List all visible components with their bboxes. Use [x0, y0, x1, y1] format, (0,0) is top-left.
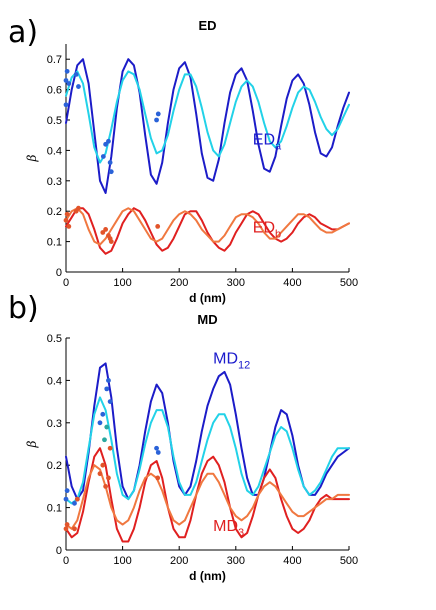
- data-point: [73, 72, 79, 77]
- data-point: [97, 471, 103, 477]
- y-tick-label: 0.7: [47, 54, 62, 66]
- data-point: [107, 160, 113, 165]
- series-annotation: EDb: [253, 219, 281, 240]
- data-point: [66, 81, 72, 86]
- x-tick-label: 100: [113, 277, 131, 289]
- data-point: [102, 437, 107, 443]
- y-tick-label: 0.3: [47, 176, 62, 188]
- x-tick-label: 500: [340, 277, 358, 289]
- data-point: [64, 68, 70, 74]
- annotation-main: ED: [253, 131, 275, 148]
- data-point: [97, 420, 103, 426]
- data-point: [104, 386, 110, 392]
- data-point: [66, 224, 72, 229]
- data-point: [103, 484, 109, 489]
- data-point: [104, 424, 110, 430]
- data-point: [74, 496, 80, 502]
- annotation-subscript: a: [275, 140, 282, 152]
- data-point: [63, 78, 69, 83]
- data-point: [106, 378, 111, 383]
- y-tick-label: 0.4: [47, 375, 62, 387]
- series-line-3: [65, 207, 350, 246]
- data-point: [155, 224, 161, 229]
- y-tick-label: 0: [56, 267, 62, 279]
- x-tick-label: 100: [113, 555, 131, 567]
- y-axis-label: β: [25, 154, 39, 162]
- x-tick-label: 0: [63, 555, 69, 567]
- x-tick-label: 0: [63, 277, 69, 289]
- series-annotation: EDa: [253, 131, 282, 152]
- series-line-1: [65, 396, 350, 505]
- series-annotation: MD12: [213, 350, 250, 371]
- x-tick-label: 400: [283, 277, 301, 289]
- data-point: [100, 462, 106, 468]
- data-point: [154, 117, 159, 123]
- x-tick-label: 500: [340, 555, 358, 567]
- data-point: [154, 445, 159, 451]
- x-axis-label: d (nm): [189, 569, 226, 583]
- data-point: [72, 500, 77, 506]
- data-point: [100, 154, 106, 159]
- data-point: [103, 141, 109, 147]
- chart-title: ED: [198, 18, 216, 33]
- series-line-0: [65, 58, 350, 194]
- data-point: [64, 488, 70, 494]
- panel-letter-a: a): [8, 15, 38, 50]
- x-tick-label: 400: [283, 555, 301, 567]
- y-tick-label: 0.5: [47, 115, 62, 127]
- chart-panel-ed: ED 0 100 200 300 400 500 0 0.1 0.2 0.3 0.4 0.5 0.6 0.7…: [25, 18, 358, 305]
- annotation-subscript: 3: [238, 527, 244, 539]
- y-tick-label: 0.2: [47, 206, 62, 218]
- data-point: [106, 475, 111, 481]
- y-tick-label: 0.5: [47, 333, 62, 345]
- data-point: [155, 450, 161, 455]
- data-point: [63, 102, 69, 108]
- data-point: [72, 526, 77, 532]
- series-line-2: [65, 447, 350, 543]
- annotation-main: ED: [253, 219, 275, 236]
- x-axis-label: d (nm): [189, 291, 226, 305]
- series-line-2: [65, 207, 350, 255]
- data-point: [64, 522, 70, 527]
- y-tick-label: 0.4: [47, 145, 62, 157]
- annotation-main: MD: [213, 518, 238, 535]
- y-tick-label: 0.6: [47, 85, 62, 97]
- annotation-subscript: 12: [238, 359, 250, 371]
- data-point: [63, 217, 69, 223]
- y-tick-label: 0.1: [47, 503, 62, 515]
- data-point: [100, 411, 106, 417]
- y-tick-label: 0: [56, 545, 62, 557]
- x-tick-label: 200: [170, 277, 188, 289]
- data-point: [155, 475, 161, 481]
- series-annotation: MD3: [213, 518, 244, 539]
- annotation-main: MD: [213, 350, 238, 367]
- chart-panel-md: MD 0 100 200 300 400 500 0 0.1 0.2 0.3 0.4 0.5 d (nm)…: [25, 312, 358, 583]
- data-point: [108, 169, 114, 175]
- x-tick-label: 300: [227, 555, 245, 567]
- chart-title: MD: [197, 312, 217, 327]
- y-tick-label: 0.1: [47, 237, 62, 249]
- data-point: [108, 239, 114, 245]
- data-point: [76, 84, 81, 89]
- data-point: [100, 230, 106, 235]
- data-point: [63, 526, 69, 532]
- annotation-subscript: b: [275, 228, 281, 240]
- x-tick-label: 300: [227, 277, 245, 289]
- y-tick-label: 0.2: [47, 460, 62, 472]
- data-point: [64, 211, 70, 217]
- data-point: [63, 496, 69, 502]
- data-point: [107, 399, 113, 404]
- data-point: [103, 227, 109, 232]
- y-tick-label: 0.3: [47, 418, 62, 430]
- series-line-1: [65, 70, 350, 164]
- data-point: [106, 138, 111, 144]
- x-tick-label: 200: [170, 555, 188, 567]
- data-point: [155, 111, 161, 117]
- y-axis-label: β: [25, 440, 39, 448]
- data-point: [76, 205, 81, 211]
- series-line-3: [65, 464, 350, 530]
- panel-letter-b: b): [8, 291, 39, 326]
- data-point: [107, 445, 113, 451]
